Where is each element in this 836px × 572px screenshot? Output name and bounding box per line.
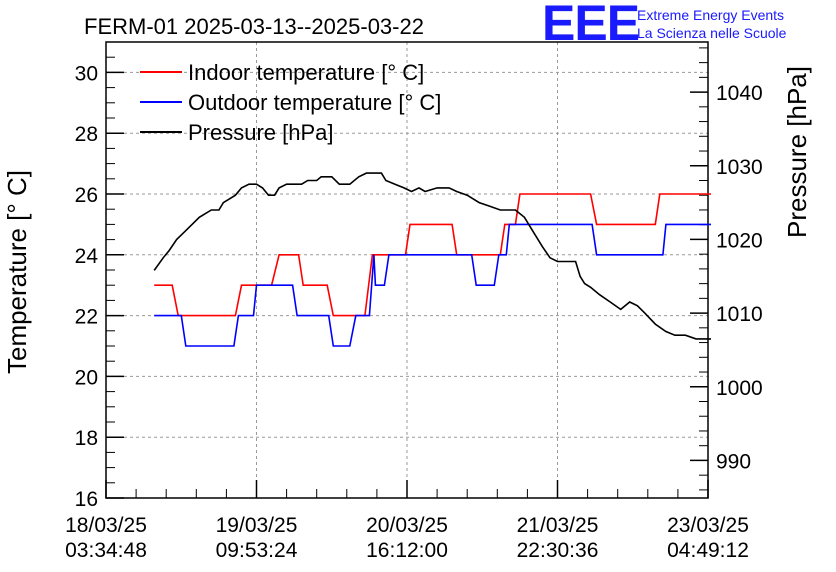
x-tick-time: 16:12:00 bbox=[366, 539, 448, 562]
x-tick-time: 04:49:12 bbox=[667, 539, 749, 562]
y2-tick-label: 1030 bbox=[716, 156, 763, 179]
y-tick-label: 24 bbox=[75, 245, 99, 268]
y2-tick-label: 1040 bbox=[716, 82, 763, 105]
x-tick-date: 20/03/25 bbox=[366, 514, 448, 537]
x-tick-date: 18/03/25 bbox=[65, 514, 147, 537]
logo-line-2: La Scienza nelle Scuole bbox=[637, 25, 787, 41]
x-tick-time: 03:34:48 bbox=[65, 539, 147, 562]
x-tick-date: 23/03/25 bbox=[667, 514, 749, 537]
legend: Indoor temperature [° C] Outdoor tempera… bbox=[140, 60, 441, 145]
eee-logo: EEE Extreme Energy Events La Scienza nel… bbox=[542, 0, 787, 51]
x-tick-date: 19/03/25 bbox=[216, 514, 298, 537]
chart-title: FERM-01 2025-03-13--2025-03-22 bbox=[84, 14, 424, 39]
y2-axis-title: Pressure [hPa] bbox=[782, 66, 812, 238]
x-tick-time: 22:30:36 bbox=[517, 539, 599, 562]
y-tick-label: 30 bbox=[75, 62, 98, 85]
y-tick-label: 28 bbox=[75, 123, 98, 146]
legend-label-pressure: Pressure [hPa] bbox=[188, 120, 334, 145]
series-line-outdoor-temperature bbox=[154, 223, 711, 347]
series-layer bbox=[153, 172, 711, 347]
y2-tick-label: 990 bbox=[716, 450, 751, 473]
y-axis-title: Temperature [° C] bbox=[2, 170, 32, 374]
logo-letters: EEE bbox=[542, 0, 639, 51]
y2-tick-label: 1020 bbox=[716, 229, 763, 252]
y2-tick-label: 1010 bbox=[716, 303, 763, 326]
legend-label-indoor: Indoor temperature [° C] bbox=[188, 60, 424, 85]
x-tick-time: 09:53:24 bbox=[216, 539, 298, 562]
y-tick-label: 20 bbox=[75, 366, 98, 389]
y2-tick-label: 1000 bbox=[716, 377, 763, 400]
y-tick-label: 22 bbox=[75, 306, 98, 329]
logo-line-1: Extreme Energy Events bbox=[637, 7, 784, 23]
legend-label-outdoor: Outdoor temperature [° C] bbox=[188, 90, 441, 115]
y-tick-label: 16 bbox=[75, 488, 98, 511]
x-tick-date: 21/03/25 bbox=[517, 514, 599, 537]
series-line-pressure bbox=[153, 172, 711, 340]
y-tick-label: 18 bbox=[75, 427, 98, 450]
y-tick-label: 26 bbox=[75, 184, 98, 207]
ticks-layer: 16 18 20 22 24 26 28 30 990 1000 1010 1020 1030 1040 1… bbox=[65, 41, 763, 562]
